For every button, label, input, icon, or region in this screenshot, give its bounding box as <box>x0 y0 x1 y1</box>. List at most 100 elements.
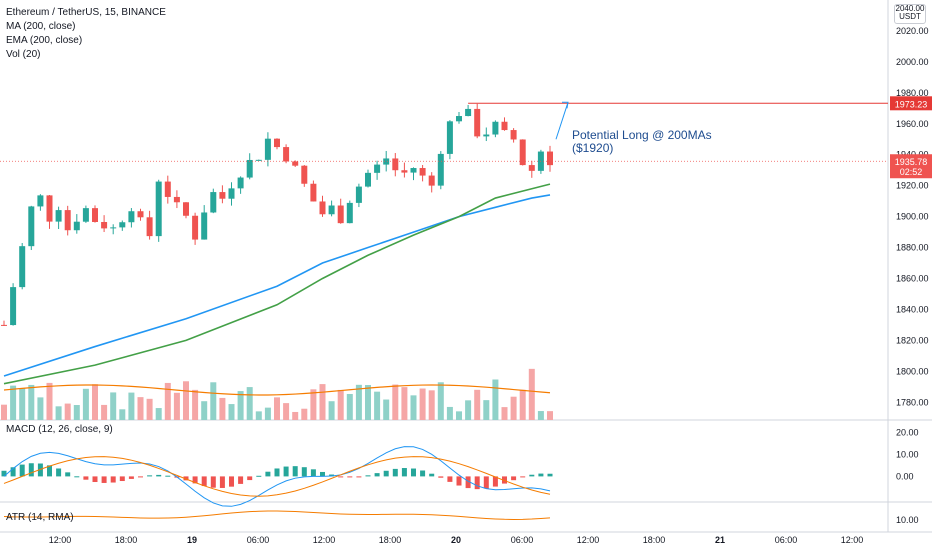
volume-bar <box>37 397 44 420</box>
candle-body <box>401 170 408 173</box>
volume-bar <box>401 387 408 420</box>
annotation-text-line2: ($1920) <box>572 141 613 155</box>
time-tick-label: 21 <box>715 535 725 545</box>
candle-body <box>501 121 508 131</box>
candle-body <box>346 202 353 224</box>
candle-body <box>146 217 153 237</box>
candle-body <box>301 165 308 184</box>
signal-line <box>3 456 551 497</box>
volume-bar <box>173 392 180 420</box>
volume-bar <box>547 411 553 420</box>
candle-body <box>64 210 71 231</box>
ema-200-line <box>3 183 551 385</box>
volume-ma-line <box>3 384 551 396</box>
currency-badge[interactable]: 2040.00 USDT <box>894 4 926 24</box>
currency-top-tick: 2040.00 <box>895 4 925 13</box>
macd-histogram-bar <box>320 471 325 477</box>
ma-200-line <box>3 194 551 377</box>
candle-body <box>19 246 26 288</box>
volume-bar <box>219 397 226 420</box>
macd-histogram-bar <box>338 476 344 478</box>
macd-histogram-bar <box>56 468 62 477</box>
candle-body <box>428 175 435 186</box>
volume-bar <box>456 411 462 420</box>
volume-bar <box>137 397 144 420</box>
price-tick-label: 1920.00 <box>896 181 929 191</box>
candle-body <box>110 227 117 229</box>
macd-histogram-bar <box>365 475 371 477</box>
macd-histogram-bar <box>247 476 253 481</box>
macd-label[interactable]: MACD (12, 26, close, 9) <box>6 424 113 435</box>
candle-body <box>355 186 362 203</box>
candle-body <box>128 211 135 223</box>
macd-histogram-bar <box>19 464 25 477</box>
macd-tick-label: 0.00 <box>896 471 914 481</box>
time-tick-label: 18:00 <box>643 535 666 545</box>
volume-bar <box>164 382 171 420</box>
candle-body <box>437 153 444 186</box>
macd-histogram-bar <box>128 476 134 479</box>
candle-body <box>510 130 517 140</box>
time-tick-label: 06:00 <box>775 535 798 545</box>
macd-histogram-bar <box>238 476 244 484</box>
price-tick-label: 1960.00 <box>896 119 929 129</box>
macd-histogram-bar <box>210 476 216 488</box>
time-tick-label: 12:00 <box>49 535 72 545</box>
last-price-tag <box>890 154 932 179</box>
volume-bar <box>1 404 7 420</box>
macd-histogram-bar <box>511 476 517 481</box>
price-tick-label: 1860.00 <box>896 273 929 283</box>
atr-tick-label: 10.00 <box>896 515 919 525</box>
volume-bar <box>274 397 280 420</box>
price-tick-label: 2020.00 <box>896 26 929 36</box>
atr-label[interactable]: ATR (14, RMA) <box>6 512 74 523</box>
atr-line <box>3 510 551 520</box>
macd-line <box>3 446 551 507</box>
volume-bar <box>310 389 317 420</box>
candle-body <box>483 134 490 137</box>
volume-bar <box>19 388 26 420</box>
macd-histogram-bar <box>201 476 207 487</box>
volume-bar <box>183 381 189 420</box>
volume-bar <box>428 390 435 420</box>
legend-vol[interactable]: Vol (20) <box>6 49 41 60</box>
volume-bar <box>192 389 199 420</box>
candle-body <box>255 159 262 161</box>
candle-body <box>365 172 371 187</box>
volume-bar <box>46 382 53 420</box>
candle-body <box>547 151 553 166</box>
macd-histogram-bar <box>256 475 262 477</box>
price-tick-label: 1980.00 <box>896 88 929 98</box>
macd-histogram-bar <box>37 463 43 477</box>
candle-body <box>337 205 344 224</box>
candle-body <box>274 138 280 148</box>
candle-body <box>73 221 80 231</box>
countdown-label: 02:52 <box>900 167 923 177</box>
candle-body <box>446 121 453 154</box>
annotation-arrowhead <box>562 101 569 109</box>
volume-bar <box>465 400 472 420</box>
macd-histogram-bar <box>411 468 416 477</box>
time-tick-label: 06:00 <box>511 535 534 545</box>
candle-body <box>92 208 98 222</box>
candle-body <box>419 168 426 176</box>
candle-body <box>46 195 53 222</box>
candle-body <box>456 116 462 122</box>
macd-histogram-bar <box>520 476 526 478</box>
target-price-tag <box>890 96 932 111</box>
legend-ma[interactable]: MA (200, close) <box>6 21 76 32</box>
candle-body <box>237 177 244 189</box>
candle-body <box>292 161 299 166</box>
time-tick-label: 06:00 <box>247 535 270 545</box>
candle-body <box>101 221 108 229</box>
legend-ema[interactable]: EMA (200, close) <box>6 35 83 46</box>
volume-bar <box>510 396 517 420</box>
macd-histogram-bar <box>229 476 234 487</box>
volume-bar <box>73 405 80 420</box>
macd-histogram-bar <box>538 473 544 477</box>
time-tick-label: 18:00 <box>379 535 402 545</box>
last-price-label: 1935.78 <box>895 157 928 167</box>
volume-bar <box>155 408 162 420</box>
